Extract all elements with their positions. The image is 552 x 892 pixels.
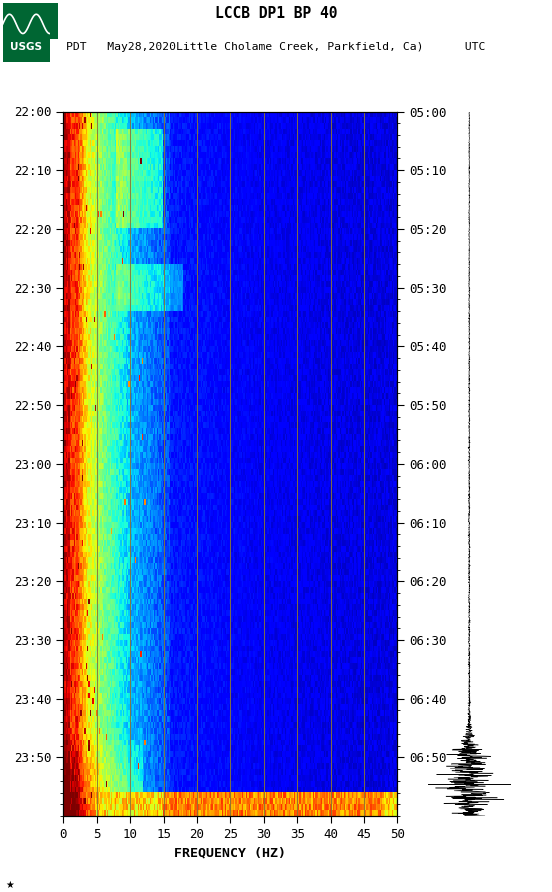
FancyBboxPatch shape: [3, 4, 58, 38]
Polygon shape: [3, 4, 58, 32]
X-axis label: FREQUENCY (HZ): FREQUENCY (HZ): [174, 847, 286, 860]
Text: ★: ★: [6, 880, 14, 889]
Text: PDT   May28,2020Little Cholame Creek, Parkfield, Ca)      UTC: PDT May28,2020Little Cholame Creek, Park…: [66, 42, 486, 52]
FancyBboxPatch shape: [3, 9, 50, 62]
Text: LCCB DP1 BP 40: LCCB DP1 BP 40: [215, 6, 337, 21]
Text: USGS: USGS: [10, 43, 42, 53]
Text: USGS: USGS: [19, 16, 42, 26]
